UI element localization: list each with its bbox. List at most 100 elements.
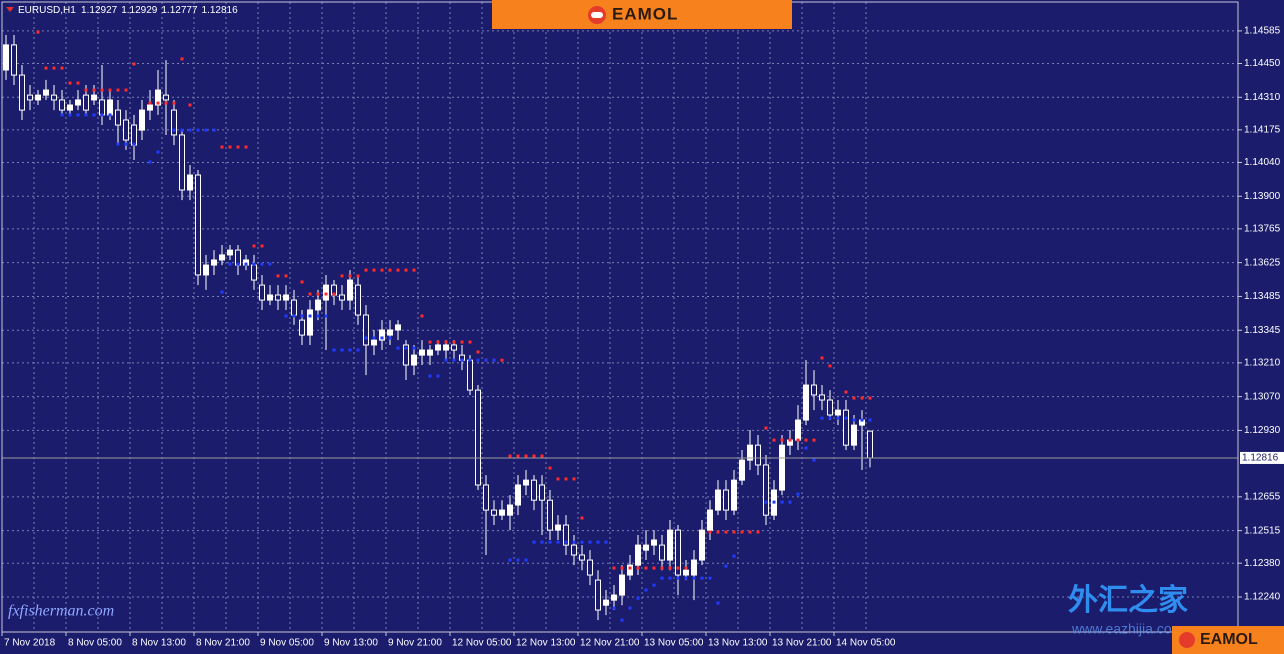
candle-body: [155, 89, 161, 106]
indicator-dot: [820, 356, 824, 360]
candle-body: [803, 384, 809, 421]
candle-body: [539, 484, 545, 501]
indicator-dot: [396, 268, 400, 272]
candle-body: [795, 419, 801, 441]
indicator-dot: [276, 274, 280, 278]
indicator-dot: [684, 566, 688, 570]
indicator-dot: [844, 390, 848, 394]
candle-body: [291, 299, 297, 316]
indicator-dot: [628, 606, 632, 610]
indicator-dot: [828, 364, 832, 368]
candle-body: [747, 444, 753, 461]
indicator-dot: [788, 438, 792, 442]
candle-body: [107, 99, 113, 116]
indicator-dot: [668, 566, 672, 570]
indicator-dot: [380, 268, 384, 272]
indicator-dot: [844, 416, 848, 420]
candle-body: [51, 94, 57, 101]
x-tick-label: 9 Nov 13:00: [324, 638, 378, 649]
indicator-dot: [348, 348, 352, 352]
candle-body: [627, 564, 633, 576]
candle-body: [699, 529, 705, 561]
indicator-dot: [340, 274, 344, 278]
x-tick-label: 12 Nov 05:00: [452, 638, 512, 649]
indicator-dot: [396, 346, 400, 350]
indicator-dot: [156, 101, 160, 105]
indicator-dot: [188, 103, 192, 107]
header-open: 1.12927: [81, 5, 118, 16]
candle-body: [131, 124, 137, 146]
indicator-dot: [452, 358, 456, 362]
indicator-dot: [644, 588, 648, 592]
indicator-dot: [228, 145, 232, 149]
indicator-dot: [612, 566, 616, 570]
candle-body: [99, 99, 105, 116]
indicator-dot: [300, 314, 304, 318]
indicator-dot: [204, 128, 208, 132]
candle-body: [851, 424, 857, 446]
y-tick-label: 1.12380: [1244, 558, 1281, 569]
indicator-dot: [612, 606, 616, 610]
indicator-dot: [852, 396, 856, 400]
indicator-dot: [524, 558, 528, 562]
x-tick-label: 7 Nov 2018: [4, 638, 56, 649]
candle-body: [619, 574, 625, 596]
banner-text: EAMOL: [612, 4, 678, 23]
indicator-dot: [868, 418, 872, 422]
indicator-dot: [316, 292, 320, 296]
indicator-dot: [124, 142, 128, 146]
indicator-dot: [428, 340, 432, 344]
indicator-dot: [660, 576, 664, 580]
indicator-dot: [692, 576, 696, 580]
candle-body: [283, 294, 289, 301]
indicator-dot: [724, 564, 728, 568]
candle-body: [779, 444, 785, 491]
indicator-dot: [236, 145, 240, 149]
indicator-dot: [708, 576, 712, 580]
indicator-dot: [420, 314, 424, 318]
y-tick-label: 1.14175: [1244, 125, 1281, 136]
candle-body: [499, 509, 505, 516]
candle-body: [731, 479, 737, 511]
candle-body: [187, 174, 193, 191]
candle-body: [715, 489, 721, 511]
candle-body: [587, 559, 593, 576]
y-tick-label: 1.13765: [1244, 223, 1281, 234]
indicator-dot: [132, 62, 136, 66]
indicator-dot: [780, 438, 784, 442]
indicator-dot: [836, 416, 840, 420]
candle-body: [843, 409, 849, 446]
indicator-dot: [564, 477, 568, 481]
candle-body: [83, 94, 89, 111]
indicator-dot: [812, 458, 816, 462]
candle-body: [387, 329, 393, 336]
candle-body: [675, 529, 681, 576]
candle-body: [179, 134, 185, 191]
indicator-dot: [484, 358, 488, 362]
indicator-dot: [108, 88, 112, 92]
candle-body: [307, 309, 313, 336]
indicator-dot: [212, 128, 216, 132]
x-tick-label: 13 Nov 21:00: [772, 638, 832, 649]
candle-body: [363, 314, 369, 346]
candle-body: [611, 594, 617, 601]
indicator-dot: [116, 88, 120, 92]
indicator-dot: [76, 113, 80, 117]
x-tick-label: 12 Nov 21:00: [580, 638, 640, 649]
watermark-site: fxfisherman.com: [8, 603, 114, 620]
indicator-dot: [588, 540, 592, 544]
candle-body: [571, 544, 577, 556]
indicator-dot: [244, 145, 248, 149]
indicator-dot: [700, 576, 704, 580]
candle-body: [467, 359, 473, 391]
indicator-dot: [580, 516, 584, 520]
top-banner: [492, 0, 792, 29]
candle-body: [347, 279, 353, 301]
indicator-dot: [524, 454, 528, 458]
indicator-dot: [380, 336, 384, 340]
y-tick-label: 1.12240: [1244, 592, 1281, 603]
indicator-dot: [580, 540, 584, 544]
x-tick-label: 8 Nov 21:00: [196, 638, 250, 649]
indicator-dot: [716, 530, 720, 534]
candle-body: [819, 394, 825, 401]
